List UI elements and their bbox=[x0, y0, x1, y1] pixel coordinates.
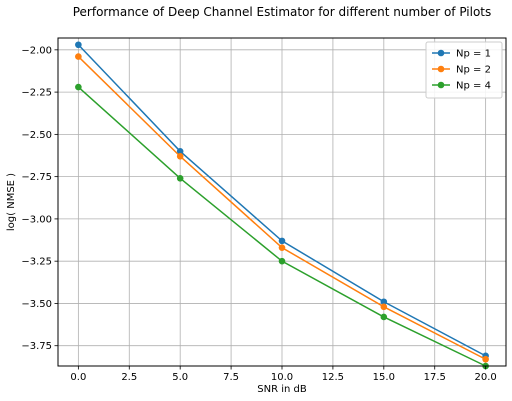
x-tick-label: 12.5 bbox=[322, 372, 344, 383]
grid bbox=[58, 38, 506, 366]
x-tick-label: 17.5 bbox=[424, 372, 446, 383]
x-tick-label: 2.5 bbox=[121, 372, 137, 383]
legend-label: Np = 1 bbox=[456, 49, 491, 60]
data-point bbox=[380, 313, 388, 321]
legend-marker bbox=[437, 49, 445, 57]
legend-marker bbox=[437, 65, 445, 73]
data-point bbox=[176, 153, 184, 160]
data-point bbox=[176, 175, 184, 182]
data-point bbox=[380, 298, 388, 306]
y-tick-label: −2.00 bbox=[21, 45, 52, 56]
y-tick-label: −3.50 bbox=[21, 299, 52, 310]
series-3 bbox=[75, 83, 489, 370]
legend: Np = 1 Np = 2 Np = 4 bbox=[425, 41, 503, 99]
data-point bbox=[75, 83, 82, 91]
data-point bbox=[75, 41, 82, 49]
x-axis-label: SNR in dB bbox=[257, 384, 307, 395]
x-tick-label: 5.0 bbox=[172, 372, 188, 383]
x-tick-label: 0.0 bbox=[70, 372, 86, 383]
series-layer bbox=[75, 41, 489, 370]
y-tick-label: −3.75 bbox=[21, 341, 52, 352]
x-tick-label: 7.5 bbox=[223, 372, 239, 383]
data-point bbox=[482, 355, 489, 363]
x-axis: 0.0 2.5 5.0 7.5 10.0 12.5 15.0 17.5 20.0 bbox=[70, 366, 497, 383]
y-tick-label: −2.25 bbox=[21, 88, 52, 99]
y-tick-label: −3.25 bbox=[21, 257, 52, 268]
data-point bbox=[75, 53, 82, 60]
y-tick-label: −3.00 bbox=[21, 214, 52, 225]
chart-title: Performance of Deep Channel Estimator fo… bbox=[73, 5, 492, 19]
legend-box bbox=[425, 41, 503, 99]
y-axis-label: log( NMSE ) bbox=[6, 173, 17, 231]
series-2 bbox=[75, 53, 489, 363]
x-tick-label: 10.0 bbox=[271, 372, 293, 383]
data-point bbox=[278, 257, 286, 265]
legend-label: Np = 4 bbox=[456, 81, 491, 92]
data-point bbox=[380, 303, 388, 311]
y-tick-label: −2.75 bbox=[21, 172, 52, 183]
data-point bbox=[176, 147, 184, 155]
y-tick-label: −2.50 bbox=[21, 130, 52, 141]
legend-label: Np = 2 bbox=[456, 65, 491, 76]
data-point bbox=[278, 237, 286, 245]
x-tick-label: 15.0 bbox=[373, 372, 395, 383]
data-point bbox=[278, 244, 286, 251]
y-axis: −2.00 −2.25 −2.50 −2.75 −3.00 −3.25 −3.50 −3.75 bbox=[21, 45, 58, 352]
legend-marker bbox=[437, 81, 445, 89]
x-tick-label: 20.0 bbox=[475, 372, 497, 383]
